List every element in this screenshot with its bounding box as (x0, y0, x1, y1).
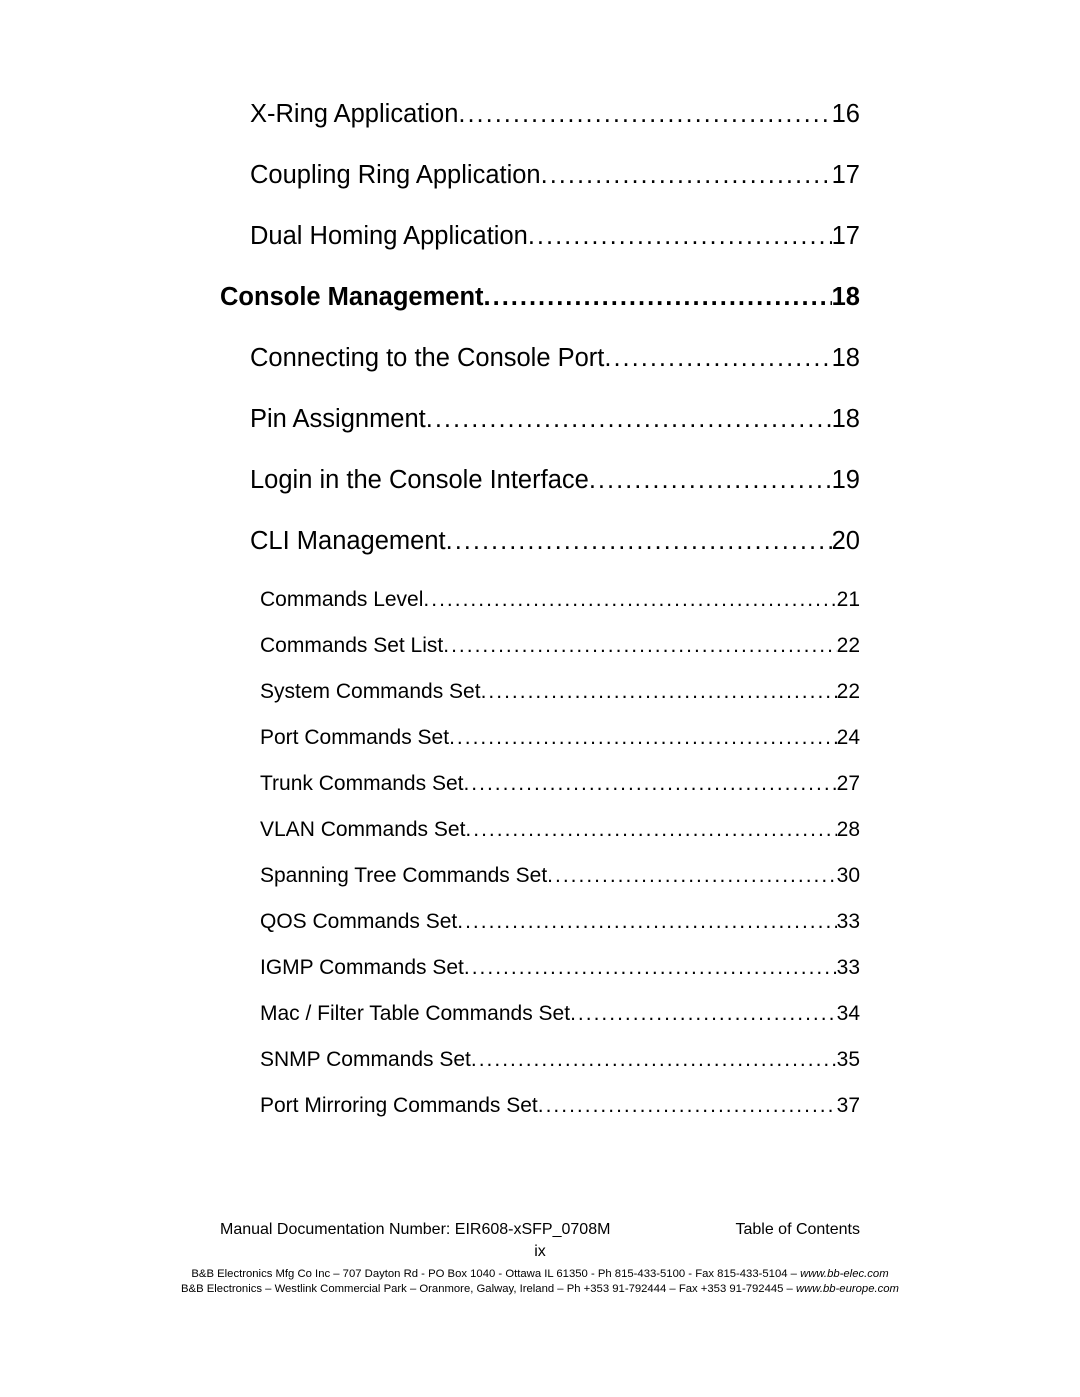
toc-entry-page: 19 (832, 466, 860, 495)
toc-entry-title: Mac / Filter Table Commands Set (260, 1002, 570, 1026)
toc-entry-title: QOS Commands Set (260, 910, 457, 934)
toc-entry-title: Commands Level (260, 588, 423, 612)
toc-entry: Commands Level..........................… (260, 588, 860, 612)
footer-doc-line: Manual Documentation Number: EIR608-xSFP… (220, 1221, 860, 1239)
toc-entry: Mac / Filter Table Commands Set.........… (260, 1002, 860, 1026)
toc-entry: Spanning Tree Commands Set..............… (260, 864, 860, 888)
toc-entry-title: Dual Homing Application (250, 222, 528, 251)
page-footer: Manual Documentation Number: EIR608-xSFP… (0, 1221, 1080, 1298)
toc-dot-leader: ........................................… (538, 1094, 837, 1118)
toc-dot-leader: ........................................… (528, 222, 832, 251)
toc-dot-leader: ........................................… (457, 910, 836, 934)
toc-dot-leader: ........................................… (458, 100, 831, 129)
document-page: X-Ring Application......................… (0, 0, 1080, 1397)
toc-entry-title: SNMP Commands Set (260, 1048, 471, 1072)
toc-entry-page: 16 (832, 100, 860, 129)
footer-address-2-site: www.bb-europe.com (796, 1283, 899, 1295)
toc-dot-leader: ........................................… (589, 466, 832, 495)
toc-dot-leader: ........................................… (463, 772, 836, 796)
toc-dot-leader: ........................................… (570, 1002, 837, 1026)
toc-entry: Dual Homing Application.................… (250, 222, 860, 251)
toc-entry-page: 24 (837, 726, 860, 750)
toc-entry: Commands Set List.......................… (260, 634, 860, 658)
toc-dot-leader: ........................................… (446, 527, 832, 556)
toc-entry-title: Connecting to the Console Port (250, 344, 604, 373)
toc-entry-page: 33 (837, 956, 860, 980)
toc-entry-page: 17 (832, 222, 860, 251)
toc-dot-leader: ........................................… (465, 818, 836, 842)
toc-entry: X-Ring Application......................… (250, 100, 860, 129)
toc-entry-page: 37 (837, 1094, 860, 1118)
toc-entry: Trunk Commands Set......................… (260, 772, 860, 796)
toc-dot-leader: ........................................… (471, 1048, 837, 1072)
toc-entry-page: 18 (832, 344, 860, 373)
toc-entry-title: Commands Set List (260, 634, 443, 658)
toc-dot-leader: ........................................… (541, 161, 832, 190)
toc-entry-title: Spanning Tree Commands Set (260, 864, 547, 888)
toc-entry: Login in the Console Interface..........… (250, 466, 860, 495)
toc-dot-leader: ........................................… (449, 726, 837, 750)
toc-entry-title: X-Ring Application (250, 100, 458, 129)
toc-entry: QOS Commands Set........................… (260, 910, 860, 934)
toc-entry-page: 22 (837, 680, 860, 704)
toc-entry: VLAN Commands Set.......................… (260, 818, 860, 842)
toc-entry-page: 22 (837, 634, 860, 658)
toc-entry: SNMP Commands Set.......................… (260, 1048, 860, 1072)
toc-entry-title: Trunk Commands Set (260, 772, 463, 796)
toc-dot-leader: ........................................… (443, 634, 836, 658)
toc-entry: Connecting to the Console Port..........… (250, 344, 860, 373)
toc-entry-title: System Commands Set (260, 680, 481, 704)
toc-entry-title: Port Commands Set (260, 726, 449, 750)
footer-address-1-text: B&B Electronics Mfg Co Inc – 707 Dayton … (191, 1268, 800, 1280)
toc-entry: IGMP Commands Set.......................… (260, 956, 860, 980)
toc-dot-leader: ........................................… (481, 680, 837, 704)
toc-entry-title: Pin Assignment (250, 405, 426, 434)
toc-dot-leader: ........................................… (547, 864, 836, 888)
footer-doc-number: Manual Documentation Number: EIR608-xSFP… (220, 1221, 610, 1239)
toc-entry-page: 35 (837, 1048, 860, 1072)
toc-entry-title: IGMP Commands Set (260, 956, 464, 980)
footer-address-2-text: B&B Electronics – Westlink Commercial Pa… (181, 1283, 796, 1295)
toc-entry-page: 18 (832, 283, 860, 312)
toc-entry-page: 20 (832, 527, 860, 556)
table-of-contents: X-Ring Application......................… (220, 100, 860, 1118)
toc-entry-page: 28 (837, 818, 860, 842)
toc-entry-page: 34 (837, 1002, 860, 1026)
footer-page-number: ix (0, 1243, 1080, 1261)
toc-entry-page: 30 (837, 864, 860, 888)
footer-section-label: Table of Contents (735, 1221, 860, 1239)
toc-entry-page: 17 (832, 161, 860, 190)
footer-address-1-site: www.bb-elec.com (800, 1268, 889, 1280)
toc-entry: Pin Assignment..........................… (250, 405, 860, 434)
toc-entry: Coupling Ring Application...............… (250, 161, 860, 190)
toc-entry: Console Management......................… (220, 283, 860, 312)
toc-entry-page: 18 (832, 405, 860, 434)
footer-address-2: B&B Electronics – Westlink Commercial Pa… (0, 1282, 1080, 1297)
toc-dot-leader: ........................................… (484, 283, 832, 312)
toc-entry: CLI Management..........................… (250, 527, 860, 556)
footer-address-1: B&B Electronics Mfg Co Inc – 707 Dayton … (0, 1267, 1080, 1282)
toc-entry-title: Coupling Ring Application (250, 161, 541, 190)
toc-entry-title: CLI Management (250, 527, 446, 556)
toc-entry: Port Mirroring Commands Set.............… (260, 1094, 860, 1118)
toc-entry-page: 21 (837, 588, 860, 612)
toc-entry-title: Login in the Console Interface (250, 466, 589, 495)
toc-entry-title: Port Mirroring Commands Set (260, 1094, 538, 1118)
toc-entry-page: 27 (837, 772, 860, 796)
toc-dot-leader: ........................................… (426, 405, 832, 434)
toc-entry: Port Commands Set.......................… (260, 726, 860, 750)
toc-dot-leader: ........................................… (423, 588, 836, 612)
toc-dot-leader: ........................................… (604, 344, 831, 373)
toc-entry-title: VLAN Commands Set (260, 818, 465, 842)
toc-dot-leader: ........................................… (464, 956, 837, 980)
toc-entry-title: Console Management (220, 283, 484, 312)
toc-entry-page: 33 (837, 910, 860, 934)
toc-entry: System Commands Set.....................… (260, 680, 860, 704)
